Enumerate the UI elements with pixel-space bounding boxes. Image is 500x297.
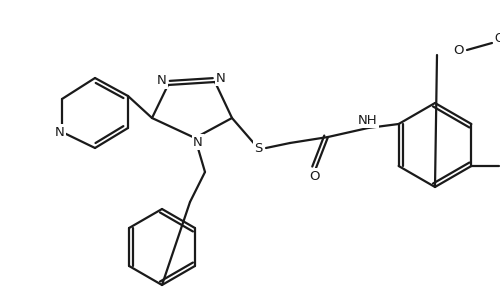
Text: NH: NH [358, 113, 378, 127]
Text: N: N [216, 72, 226, 85]
Text: S: S [254, 141, 262, 154]
Text: N: N [157, 75, 167, 88]
Text: N: N [55, 126, 65, 138]
Text: CH₃: CH₃ [494, 31, 500, 45]
Text: O: O [454, 43, 464, 56]
Text: N: N [193, 135, 203, 148]
Text: O: O [309, 170, 320, 182]
